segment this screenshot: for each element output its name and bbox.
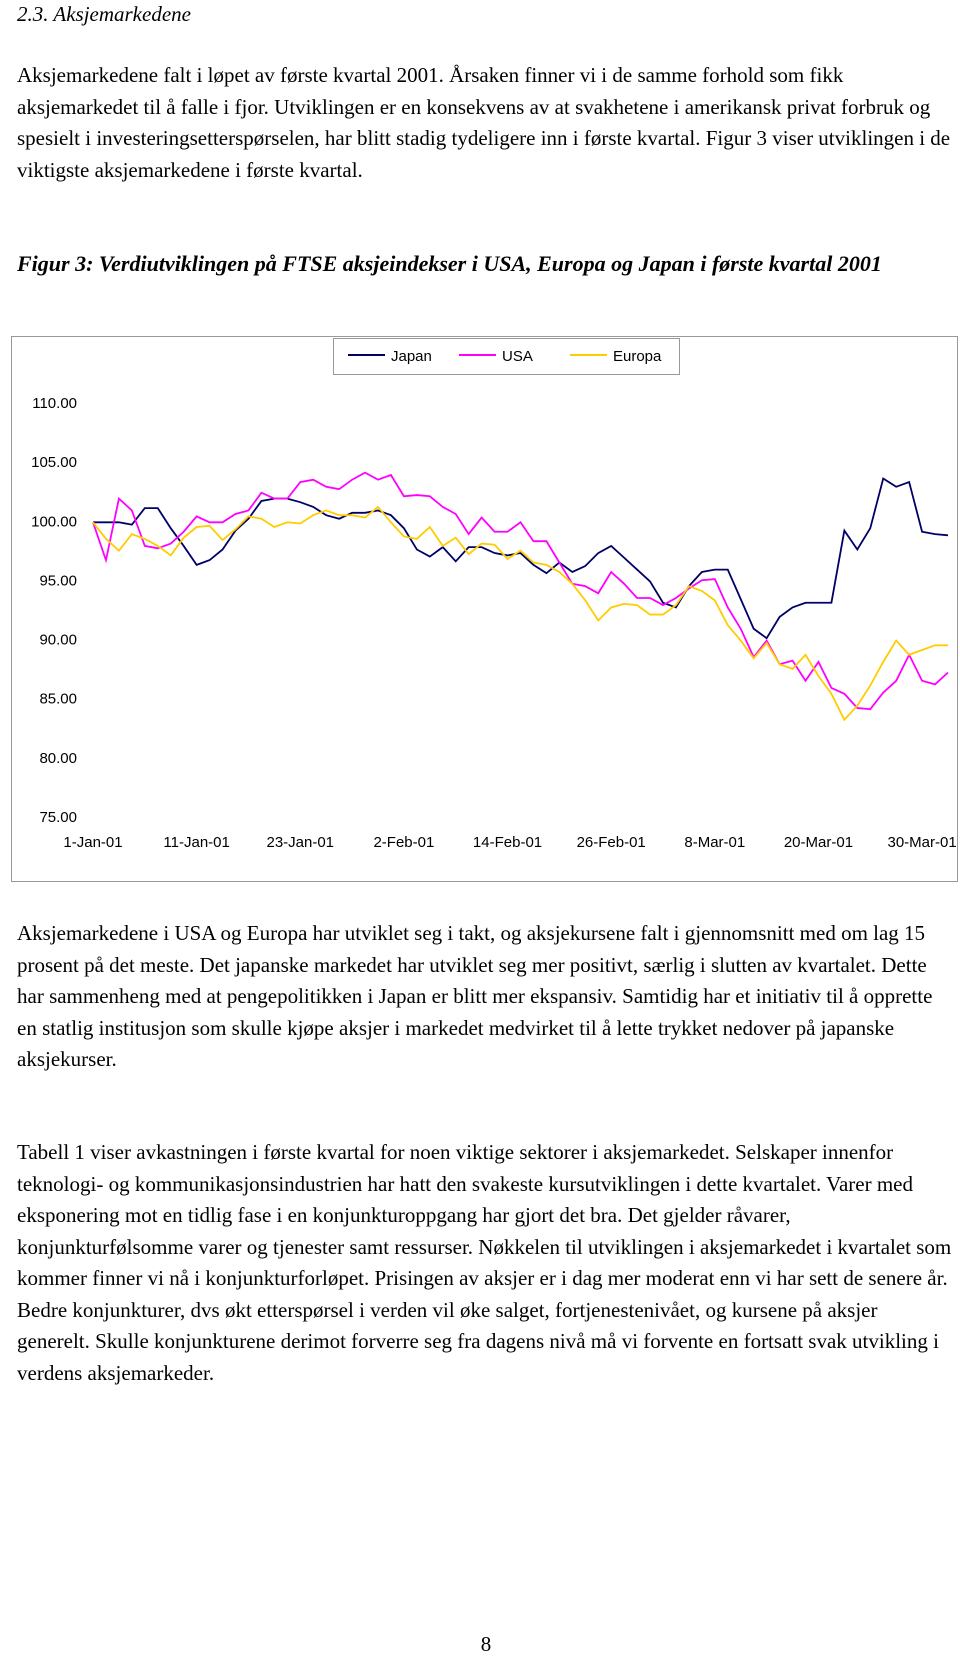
x-tick-label: 30-Mar-01 <box>887 834 956 851</box>
series-line <box>93 477 949 640</box>
legend-label: Japan <box>391 348 432 365</box>
x-tick-label: 1-Jan-01 <box>63 834 122 851</box>
x-tick-label: 14-Feb-01 <box>473 834 542 851</box>
x-tick-label: 8-Mar-01 <box>684 834 745 851</box>
y-tick-label: 95.00 <box>39 572 77 589</box>
figure-caption: Figur 3: Verdiutviklingen på FTSE aksjei… <box>17 251 882 276</box>
y-tick-label: 90.00 <box>39 632 77 649</box>
chart-frame <box>11 336 958 882</box>
page-number: 8 <box>480 1632 492 1656</box>
paragraph: Aksjemarkedene falt i løpet av første kv… <box>17 63 951 182</box>
y-tick-label: 110.00 <box>32 395 77 412</box>
y-tick-label: 85.00 <box>39 691 77 708</box>
paragraph: Aksjemarkedene i USA og Europa har utvik… <box>17 921 933 1071</box>
series-line <box>92 471 949 711</box>
paragraph: Tabell 1 viser avkastningen i første kva… <box>17 1140 952 1385</box>
x-tick-label: 20-Mar-01 <box>784 834 853 851</box>
chart: 75.00 80.00 85.00 90.00 95.00 100.00 105.00 110… <box>11 336 958 882</box>
y-tick-label: 105.00 <box>31 454 77 471</box>
series-line <box>92 505 948 722</box>
x-tick-label: 2-Feb-01 <box>373 834 434 851</box>
x-tick-label: 26-Feb-01 <box>577 834 646 851</box>
x-tick-label: 11-Jan-01 <box>163 834 229 851</box>
y-tick-label: 100.00 <box>31 513 77 530</box>
legend-label: Europa <box>613 348 662 365</box>
y-tick-label: 75.00 <box>39 809 77 826</box>
y-tick-label: 80.00 <box>39 750 77 767</box>
legend-box <box>333 338 680 375</box>
legend-label: USA <box>502 348 533 365</box>
section-heading: 2.3. Aksjemarkedene <box>17 2 191 26</box>
x-tick-label: 23-Jan-01 <box>266 834 334 851</box>
